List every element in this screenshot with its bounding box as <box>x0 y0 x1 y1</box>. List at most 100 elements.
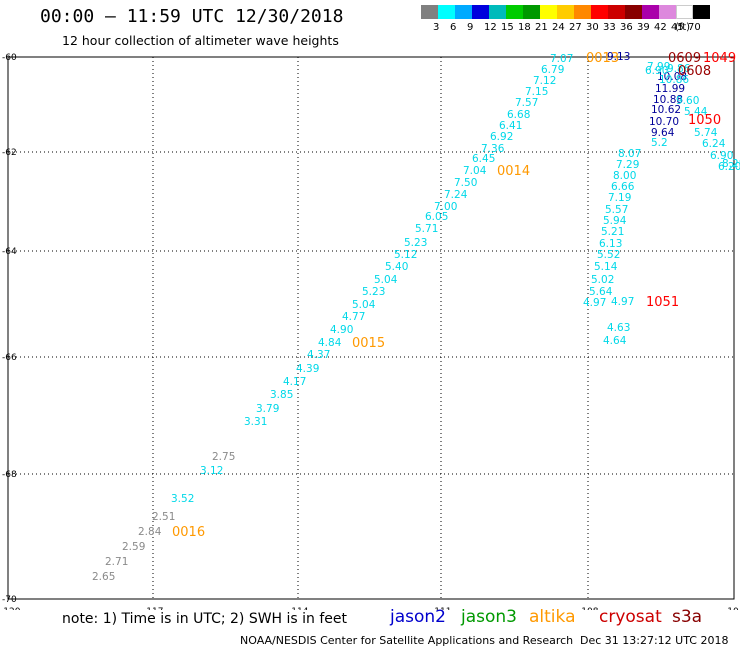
longitude-label: -117 <box>143 607 163 610</box>
legend-label: 45 <box>671 22 684 33</box>
wave-height-label: 4.37 <box>307 349 330 361</box>
wave-height-label: 5.40 <box>385 261 408 273</box>
wave-height-label: 2.75 <box>212 451 235 463</box>
legend-swatch <box>506 5 523 19</box>
wave-height-label: 5.14 <box>594 261 618 273</box>
latitude-label: -70 <box>2 595 17 605</box>
legend-label: 15 <box>501 22 514 33</box>
wave-height-label: 7.19 <box>608 192 631 204</box>
wave-height-label: 10.70 <box>649 116 679 128</box>
latitude-label: -60 <box>2 53 17 63</box>
legend-label: 12 <box>484 22 497 33</box>
legend-swatch <box>591 5 608 19</box>
wave-height-label: 9.86 <box>667 63 691 75</box>
wave-height-label: 9.64 <box>651 127 675 139</box>
longitude-label: -10 <box>724 607 739 610</box>
wave-height-label: 9.60 <box>676 95 699 107</box>
legend-swatch <box>421 5 438 19</box>
wave-height-label: 3.52 <box>171 493 194 505</box>
wave-height-label: 5.52 <box>597 249 620 261</box>
longitude-label: -114 <box>288 607 309 610</box>
legend-label: 18 <box>518 22 531 33</box>
wave-height-label: 6.79 <box>541 64 564 76</box>
wave-height-label: 5.94 <box>603 215 627 227</box>
map-title: 00:00 – 11:59 UTC 12/30/2018 <box>40 6 344 27</box>
wave-height-label: 6.68 <box>507 109 530 121</box>
pass-time-label: 1050 <box>688 113 721 128</box>
wave-height-label: 8.00 <box>613 170 636 182</box>
legend-label: 24 <box>552 22 565 33</box>
legend-swatch <box>608 5 625 19</box>
pass-time-label: 0015 <box>352 336 385 351</box>
wave-height-map: -60 -62 -64 -66 -68 -70 -120 -117 -114 -111 -108 -1… <box>0 51 740 610</box>
wave-height-label: 5.44 <box>684 106 708 118</box>
wave-height-label: 4.63 <box>607 322 630 334</box>
wave-height-label: 5.02 <box>591 274 614 286</box>
wave-height-label: 5.23 <box>404 237 427 249</box>
satellite-jason2: jason2 <box>390 607 446 627</box>
legend-label: 39 <box>637 22 650 33</box>
legend-swatch <box>642 5 659 19</box>
legend-swatch <box>438 5 455 19</box>
wave-height-label: 7.36 <box>481 143 505 155</box>
wave-height-label: 4.64 <box>603 335 627 347</box>
wave-height-label: 7.24 <box>444 189 468 201</box>
wave-height-label: 7.99 <box>647 61 670 73</box>
wave-height-label: 2.59 <box>122 541 145 553</box>
legend-swatch <box>523 5 540 19</box>
footer-note: note: 1) Time is in UTC; 2) SWH is in fe… <box>62 611 348 627</box>
wave-height-label: 5.04 <box>352 299 376 311</box>
wave-height-label: 6.13 <box>599 238 622 250</box>
wave-height-label: 10.88 <box>653 94 683 106</box>
wave-height-label: 2.51 <box>152 511 175 523</box>
legend-label: 21 <box>535 22 548 33</box>
pass-time-label: 1051 <box>646 295 679 310</box>
pass-time-label: 0608 <box>678 64 711 79</box>
legend-swatch <box>455 5 472 19</box>
pass-time-label: 0609 <box>668 51 701 66</box>
wave-height-label: 6.45 <box>472 153 495 165</box>
wave-height-label: 10.62 <box>651 104 681 116</box>
axis-labels: -60 -62 -64 -66 -68 -70 -120 -117 -114 -111 -108 -1… <box>0 53 739 610</box>
wave-height-label: 10.86 <box>659 74 689 86</box>
wave-height-label: 9.13 <box>607 51 630 63</box>
longitude-label: -120 <box>0 607 21 610</box>
legend-label: 27 <box>569 22 582 33</box>
legend-swatch <box>659 5 676 19</box>
wave-height-label: 8.28 <box>722 158 740 170</box>
wave-height-label: 4.97 <box>611 296 634 308</box>
legend-swatch <box>540 5 557 19</box>
satellite-jason3: jason3 <box>461 607 517 627</box>
satellite-s3a: s3a <box>672 607 703 627</box>
wave-height-label: 4.90 <box>330 324 353 336</box>
wave-height-label: 5.74 <box>694 127 718 139</box>
longitude-label: -111 <box>431 607 451 610</box>
map-frame <box>7 56 735 600</box>
wave-height-label: 8.07 <box>618 148 641 160</box>
latitude-label: -62 <box>2 148 17 158</box>
wave-height-label: 10.08 <box>657 71 687 83</box>
wave-height-label: 3.12 <box>200 465 223 477</box>
wave-height-label: 11.99 <box>655 83 685 95</box>
generated-timestamp: Dec 31 13:27:12 UTC 2018 <box>580 634 729 647</box>
map-subtitle: 12 hour collection of altimeter wave hei… <box>62 33 339 48</box>
wave-height-label: 4.97 <box>583 297 606 309</box>
map-grid <box>7 56 735 600</box>
latitude-label: -66 <box>2 353 17 363</box>
wave-height-label: 6.90 <box>710 150 733 162</box>
legend-label: 33 <box>603 22 616 33</box>
wave-height-label: 5.21 <box>601 226 624 238</box>
pass-time-label: 1049 <box>703 51 736 66</box>
wave-height-label: 5.57 <box>605 204 628 216</box>
legend-swatch <box>676 5 693 19</box>
wave-height-label: 7.07 <box>550 53 573 65</box>
wave-height-label: 6.66 <box>611 181 635 193</box>
wave-height-label: 4.84 <box>318 337 342 349</box>
legend-label: 3 <box>433 22 440 33</box>
legend-label: 70 <box>688 22 701 33</box>
wave-height-label: 5.2 <box>651 137 668 149</box>
wave-height-label: 7.57 <box>515 97 538 109</box>
wave-height-label: 6.20 <box>718 161 740 173</box>
wave-height-label: 3.31 <box>244 416 267 428</box>
wave-height-label: 7.04 <box>463 165 487 177</box>
